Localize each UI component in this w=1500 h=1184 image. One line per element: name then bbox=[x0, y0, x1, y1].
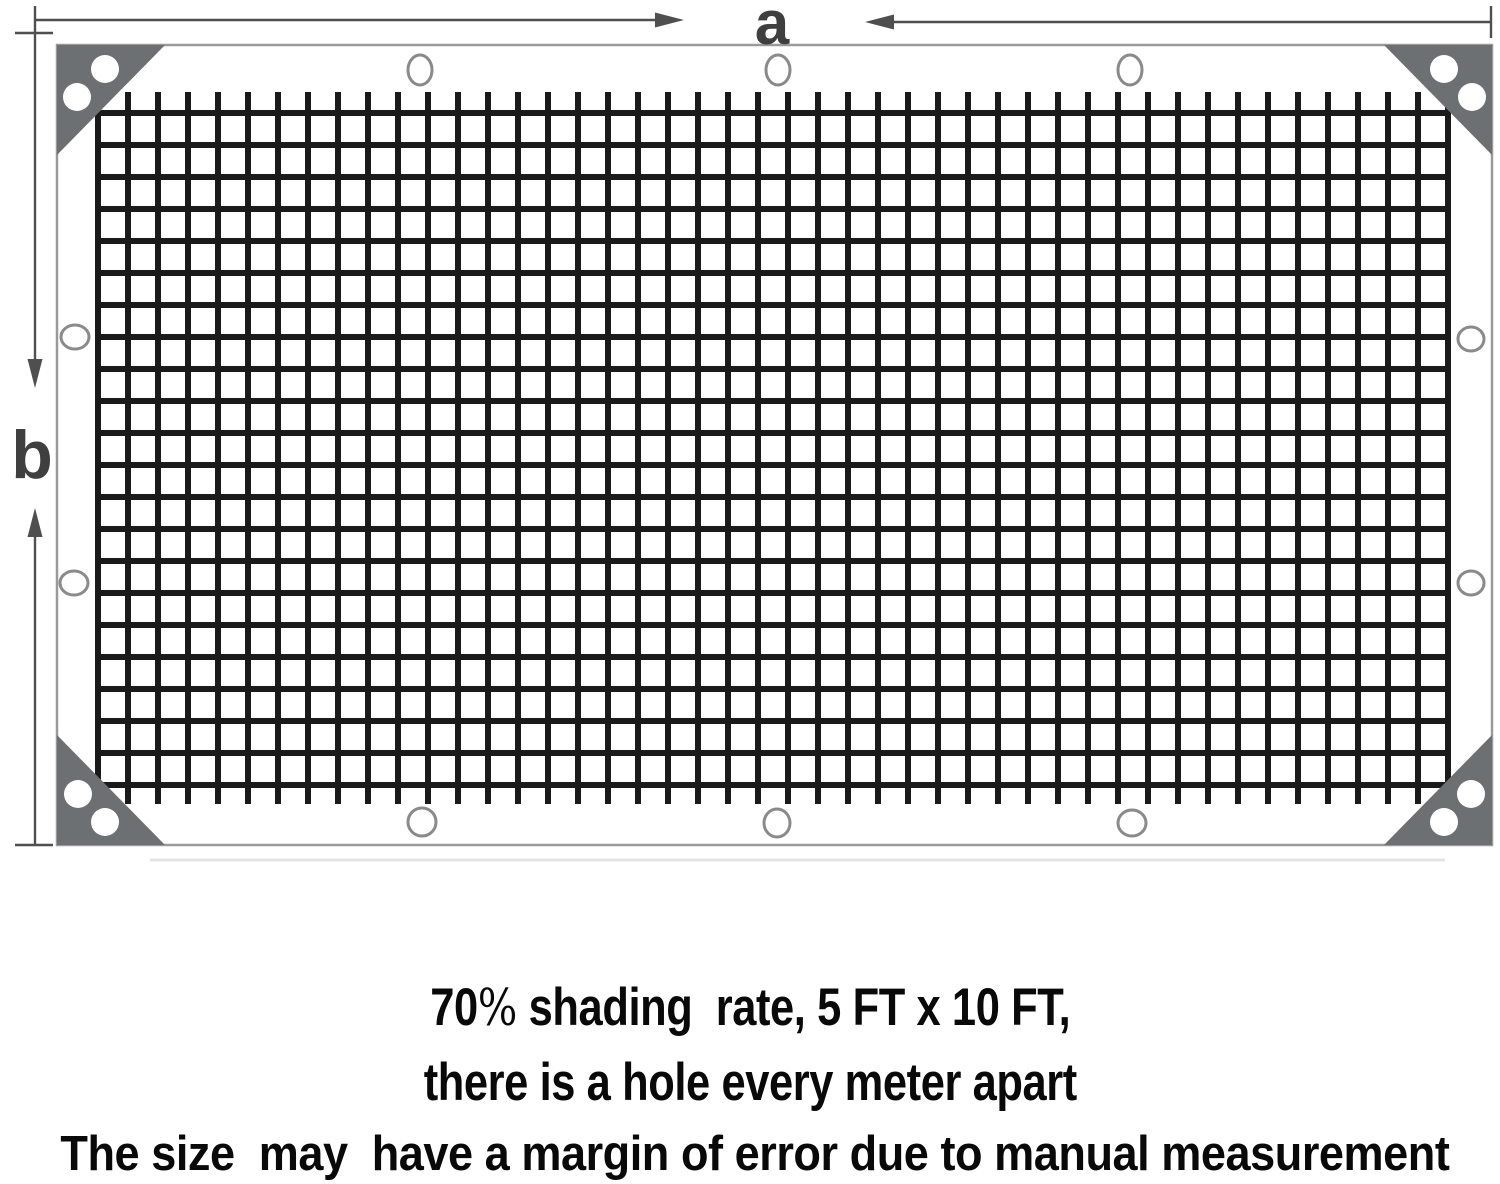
caption-measurement-disclaimer: The size may have a margin of error due … bbox=[0, 1130, 1500, 1179]
corner-grommet-hole bbox=[91, 808, 119, 836]
shade-net-mesh bbox=[95, 92, 1451, 804]
caption-shading-rate-number: 70 bbox=[429, 978, 478, 1037]
edge-grommet-hole bbox=[406, 806, 438, 838]
arrowhead-left-icon bbox=[865, 14, 894, 30]
edge-grommet-hole bbox=[58, 569, 90, 597]
corner-grommet-hole bbox=[91, 55, 119, 83]
caption-measurement-disclaimer-text: The size may have a margin of error due … bbox=[60, 1127, 1450, 1181]
caption-shading-rate-rest: shading rate, 5 FT x 10 FT, bbox=[516, 978, 1070, 1037]
width-dimension bbox=[33, 6, 1493, 38]
corner-grommet-hole bbox=[1457, 780, 1485, 808]
height-dimension bbox=[15, 31, 53, 847]
corner-grommet-hole bbox=[1430, 808, 1458, 836]
corner-grommet-hole bbox=[1458, 83, 1486, 111]
corner-grommet-hole bbox=[63, 83, 91, 111]
caption-hole-spacing: there is a hole every meter apart bbox=[0, 1056, 1500, 1109]
edge-grommet-hole bbox=[1116, 53, 1144, 87]
corner-reinforcement-patch-bottom-right bbox=[1384, 735, 1492, 845]
corner-grommet-hole bbox=[1430, 55, 1458, 83]
caption-shading-rate: 70% shading rate, 5 FT x 10 FT, bbox=[0, 981, 1500, 1034]
corner-reinforcement-patch-top-left bbox=[57, 45, 165, 155]
width-label-a: a bbox=[755, 0, 790, 58]
caption-hole-spacing-text: there is a hole every meter apart bbox=[423, 1053, 1077, 1112]
corner-grommet-hole bbox=[64, 780, 92, 808]
arrowhead-down-icon bbox=[27, 359, 43, 388]
edge-grommet-hole bbox=[1456, 325, 1486, 353]
edge-grommet-hole bbox=[406, 53, 434, 87]
edge-grommet-hole bbox=[1456, 569, 1486, 597]
edge-grommet-hole bbox=[762, 807, 792, 839]
corner-reinforcement-patches bbox=[57, 45, 1492, 845]
corner-reinforcement-patch-top-right bbox=[1384, 45, 1492, 155]
corner-reinforcement-patch-bottom-left bbox=[57, 735, 165, 845]
edge-grommet-hole bbox=[764, 53, 792, 87]
edge-grommets bbox=[58, 53, 1486, 839]
percent-sign: % bbox=[477, 978, 518, 1037]
height-label-b: b bbox=[11, 417, 53, 493]
edge-grommet-hole bbox=[1116, 808, 1148, 838]
edge-grommet-hole bbox=[59, 323, 91, 351]
arrowhead-up-icon bbox=[27, 508, 43, 537]
shade-net-diagram: a b bbox=[11, 0, 1494, 862]
arrowhead-right-icon bbox=[655, 12, 684, 28]
